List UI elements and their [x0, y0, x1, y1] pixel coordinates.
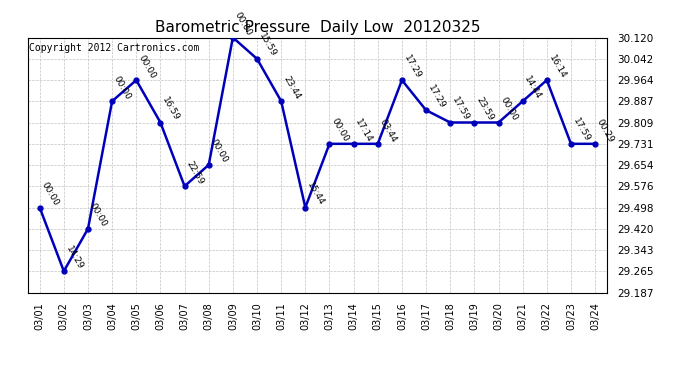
Text: 23:44: 23:44 [282, 75, 302, 101]
Text: 14:44: 14:44 [523, 75, 543, 101]
Text: 14:29: 14:29 [63, 244, 84, 271]
Text: 23:59: 23:59 [475, 96, 495, 123]
Text: 00:00: 00:00 [88, 202, 109, 229]
Text: 03:44: 03:44 [378, 117, 398, 144]
Text: 00:00: 00:00 [498, 96, 520, 123]
Title: Barometric Pressure  Daily Low  20120325: Barometric Pressure Daily Low 20120325 [155, 20, 480, 35]
Text: 17:14: 17:14 [353, 117, 374, 144]
Text: 17:59: 17:59 [450, 96, 471, 123]
Text: 00:29: 00:29 [595, 117, 615, 144]
Text: 00:00: 00:00 [233, 10, 254, 38]
Text: 00:00: 00:00 [112, 74, 133, 101]
Text: 17:59: 17:59 [571, 117, 592, 144]
Text: 16:59: 16:59 [160, 96, 181, 123]
Text: 00:00: 00:00 [330, 117, 351, 144]
Text: 00:00: 00:00 [136, 53, 157, 80]
Text: 17:29: 17:29 [426, 83, 446, 110]
Text: 00:00: 00:00 [208, 138, 230, 165]
Text: 15:44: 15:44 [305, 181, 326, 207]
Text: 22:59: 22:59 [184, 159, 205, 186]
Text: 15:59: 15:59 [257, 32, 278, 59]
Text: Copyright 2012 Cartronics.com: Copyright 2012 Cartronics.com [29, 43, 199, 52]
Text: 17:29: 17:29 [402, 53, 422, 80]
Text: 16:14: 16:14 [546, 53, 567, 80]
Text: 00:00: 00:00 [39, 181, 61, 207]
